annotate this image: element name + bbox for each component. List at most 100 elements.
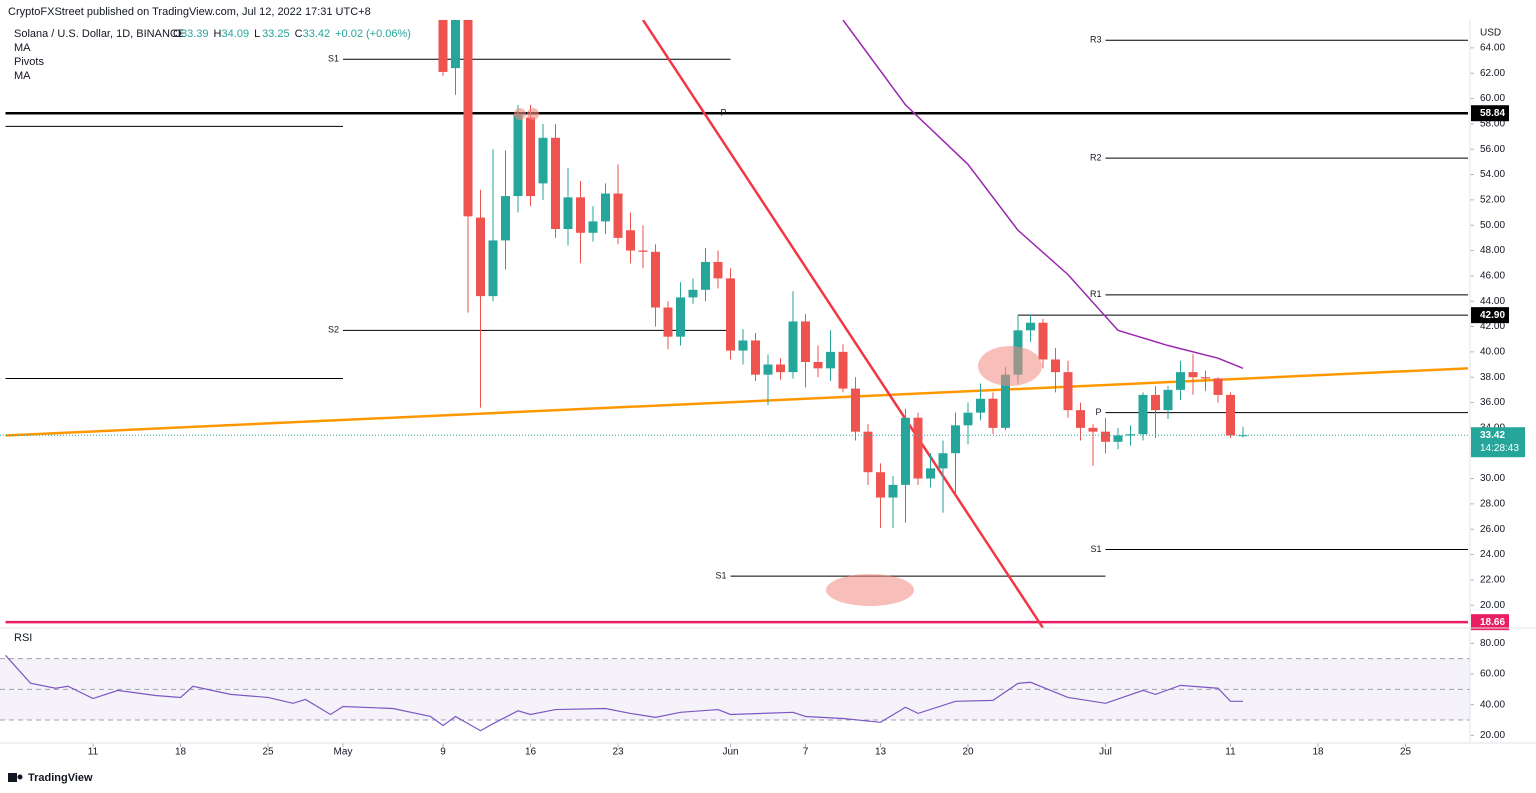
candle-body [838, 351, 848, 389]
ohlc-value: 33.39 [181, 28, 209, 40]
ohlc-value: 34.09 [222, 28, 250, 40]
candle-body [626, 230, 635, 251]
candle-body [1126, 434, 1135, 436]
candle-body [501, 196, 510, 241]
candle-body [613, 193, 623, 238]
candle-body [526, 117, 535, 197]
candle-body [738, 340, 748, 351]
y-tick-label: 30.00 [1480, 473, 1505, 484]
y-tick-label: 38.00 [1480, 372, 1505, 383]
candle-body [576, 197, 585, 233]
x-tick-label: 18 [175, 747, 187, 758]
price-label-box [1471, 614, 1509, 631]
x-tick-label: 7 [803, 747, 809, 758]
rsi-title: RSI [14, 632, 32, 644]
candle-body [913, 417, 923, 479]
candle-body [1076, 410, 1085, 428]
candle-body [876, 472, 885, 498]
x-tick-label: 20 [962, 747, 974, 758]
rsi-tick-label: 60.00 [1480, 669, 1505, 680]
candle-body [676, 297, 685, 337]
ohlc-key: H [214, 28, 222, 40]
x-tick-label: 25 [1400, 747, 1412, 758]
indicator-label: Pivots [14, 56, 44, 68]
pivot-label: R3 [1090, 35, 1102, 45]
pivot-label: R1 [1090, 289, 1102, 299]
x-tick-label: 16 [525, 747, 537, 758]
price-label: 42.90 [1480, 310, 1505, 321]
candle-body [651, 251, 660, 308]
y-tick-label: 64.00 [1480, 43, 1505, 54]
candle-body [1176, 372, 1185, 390]
x-tick-label: 9 [440, 747, 446, 758]
ohlc-key: O [173, 28, 182, 40]
y-tick-label: 44.00 [1480, 296, 1505, 307]
pivot-label: P [1095, 407, 1101, 417]
candle-body [863, 431, 873, 473]
ohlc-legend: O 33.39 H 34.09 L 33.25 C 33.42 +0.02 (+0.06%) [173, 28, 411, 40]
moving-average [842, 20, 1244, 370]
rsi-tick-label: 20.00 [1480, 730, 1505, 741]
price-pane: S1 P S2 S1 R3 R2 R1 P S1 [0, 20, 1470, 628]
x-tick-label: 25 [262, 747, 274, 758]
x-tick-label: 11 [1225, 747, 1236, 758]
candle-body [1063, 372, 1073, 411]
pivot-label: R2 [1090, 152, 1102, 162]
candle-body [951, 425, 960, 454]
price-label-box [1471, 427, 1525, 458]
candle-body [888, 484, 898, 498]
y-tick-label: 24.00 [1480, 549, 1505, 560]
price-label: 33.42 [1480, 430, 1505, 441]
trendline [5, 367, 1469, 437]
price-label: 58.84 [1480, 108, 1505, 119]
highlight-ellipse [978, 346, 1042, 386]
x-tick-label: 18 [1312, 747, 1324, 758]
price-label: 18.66 [1480, 617, 1505, 628]
candle-body [1201, 377, 1210, 379]
price-label-box [1471, 105, 1509, 122]
y-tick-label: 20.00 [1480, 600, 1505, 611]
pivot-label: S1 [328, 54, 339, 64]
highlight-ellipse [826, 574, 914, 606]
y-tick-label: 46.00 [1480, 271, 1505, 282]
y-tick-label: 62.00 [1480, 68, 1505, 79]
candle-body [1088, 427, 1098, 432]
candle-body [1138, 394, 1148, 435]
rsi-pane [0, 654, 1470, 732]
candle-body [1163, 389, 1173, 411]
candle-body [638, 250, 648, 252]
ohlc-key: L [254, 28, 260, 40]
rsi-tick-label: 80.00 [1480, 638, 1505, 649]
x-tick-label: Jun [722, 747, 738, 758]
y-tick-label: 54.00 [1480, 169, 1505, 180]
candle-body [463, 20, 473, 217]
candle-body [538, 137, 548, 184]
rsi-tick-label: 40.00 [1480, 699, 1505, 710]
y-tick-label: 60.00 [1480, 93, 1505, 104]
ohlc-value: 33.25 [262, 28, 290, 40]
candle-body [988, 398, 998, 428]
y-tick-label: 22.00 [1480, 575, 1505, 586]
candle-body [901, 417, 910, 485]
candle-body [826, 351, 835, 369]
pivot-label: S1 [1090, 544, 1101, 554]
candle-body [1026, 322, 1035, 331]
x-tick-label: 13 [875, 747, 887, 758]
candle-body [601, 193, 610, 222]
indicator-label: MA [14, 42, 31, 54]
candle-body [976, 398, 985, 413]
y-tick-label: 48.00 [1480, 245, 1505, 256]
candle-body [438, 20, 448, 72]
brand: TradingView [28, 772, 93, 784]
candle-body [663, 307, 673, 337]
currency: USD [1480, 28, 1501, 39]
candle-body [713, 261, 723, 279]
pivot-label: S2 [328, 325, 339, 335]
candle-body [1188, 372, 1198, 378]
candle-body [1001, 374, 1010, 428]
candle-body [926, 468, 935, 479]
axes: 20.0022.0024.0026.0028.0030.0032.0034.00… [88, 43, 1525, 758]
y-tick-label: 28.00 [1480, 499, 1505, 510]
publisher: CryptoFXStreet published on TradingView.… [8, 6, 371, 18]
